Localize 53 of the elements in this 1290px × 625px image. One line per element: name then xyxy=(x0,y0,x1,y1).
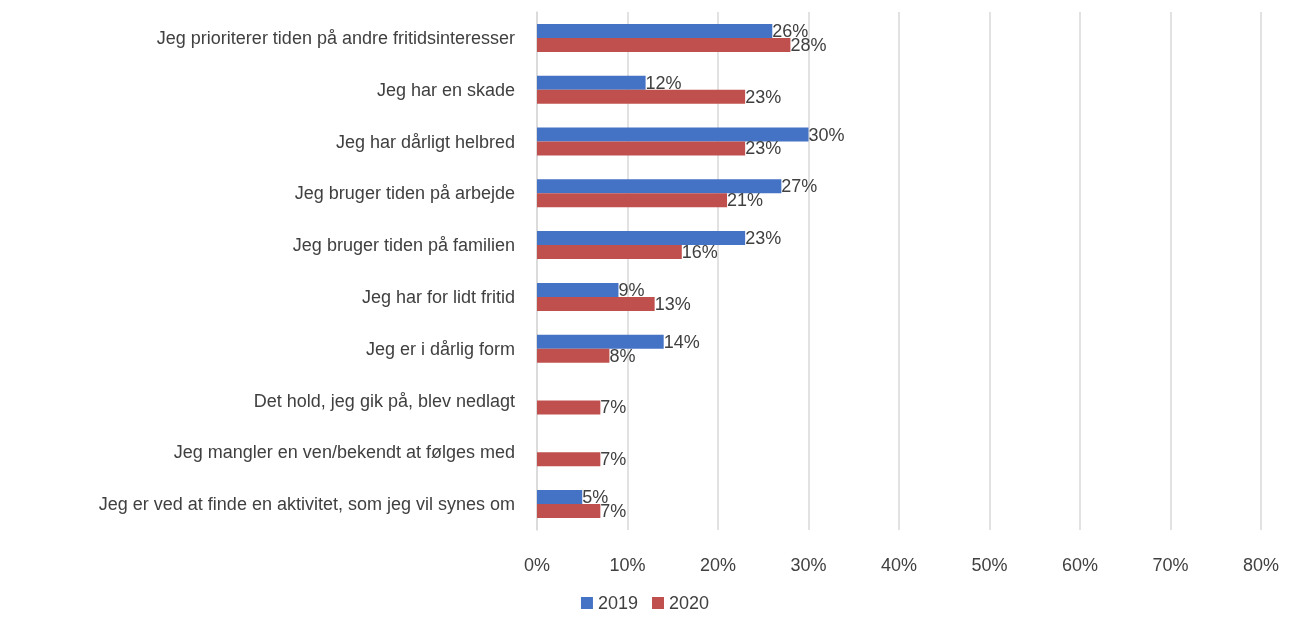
x-tick-label: 30% xyxy=(790,555,827,575)
data-label: 7% xyxy=(600,449,627,470)
y-tick-label: Jeg har dårligt helbred xyxy=(335,131,515,152)
data-label: 21% xyxy=(727,190,764,211)
data-label: 7% xyxy=(600,397,627,418)
data-label: 13% xyxy=(654,293,691,314)
y-tick-label: Jeg er i dårlig form xyxy=(365,338,515,359)
y-tick-label: Jeg har for lidt fritid xyxy=(361,286,515,307)
y-tick-label: Jeg bruger tiden på arbejde xyxy=(294,183,515,204)
y-tick-label: Jeg er ved at finde en aktivitet, som jeg vil synes om xyxy=(98,494,515,515)
data-label: 14% xyxy=(663,331,700,352)
x-tick-label: 60% xyxy=(1061,555,1099,575)
bar xyxy=(537,334,664,349)
bar xyxy=(537,296,655,311)
bar xyxy=(537,75,646,90)
bar xyxy=(537,179,782,194)
data-label: 23% xyxy=(745,86,782,107)
data-label: 23% xyxy=(745,228,782,249)
y-tick-label: Jeg prioriterer tiden på andre fritidsinteresser xyxy=(156,27,516,48)
x-tick-label: 20% xyxy=(699,555,737,575)
y-tick-label: Jeg mangler en ven/bekendt at følges med xyxy=(173,442,515,463)
x-tick-label: 10% xyxy=(609,555,646,575)
data-label: 16% xyxy=(681,242,718,263)
bar xyxy=(537,193,728,208)
bar xyxy=(537,400,601,415)
bar xyxy=(537,245,682,260)
bar xyxy=(537,231,746,246)
bar xyxy=(537,282,619,297)
x-tick-label: 50% xyxy=(971,555,1008,575)
y-tick-label: Jeg bruger tiden på familien xyxy=(292,235,515,256)
data-label: 30% xyxy=(808,124,845,145)
data-label: 9% xyxy=(618,279,645,300)
data-label: 23% xyxy=(745,138,782,159)
x-tick-label: 80% xyxy=(1242,555,1279,575)
bar xyxy=(537,89,746,104)
y-tick-label: Det hold, jeg gik på, blev nedlagt xyxy=(253,390,515,411)
data-label: 12% xyxy=(645,72,682,93)
x-tick-label: 70% xyxy=(1152,555,1189,575)
bar xyxy=(537,452,601,467)
bar xyxy=(537,348,610,363)
bar xyxy=(537,490,583,505)
bar xyxy=(537,504,601,519)
data-label: 8% xyxy=(609,345,636,366)
legend-label: 2020 xyxy=(669,593,710,613)
legend-label: 2019 xyxy=(597,593,638,613)
bar xyxy=(537,141,746,156)
bar xyxy=(537,127,809,142)
x-tick-label: 0% xyxy=(523,555,551,575)
x-tick-label: 40% xyxy=(880,555,918,575)
bar xyxy=(537,37,791,52)
data-label: 27% xyxy=(781,176,818,197)
y-tick-label: Jeg har en skade xyxy=(376,79,515,100)
bar xyxy=(537,23,773,38)
